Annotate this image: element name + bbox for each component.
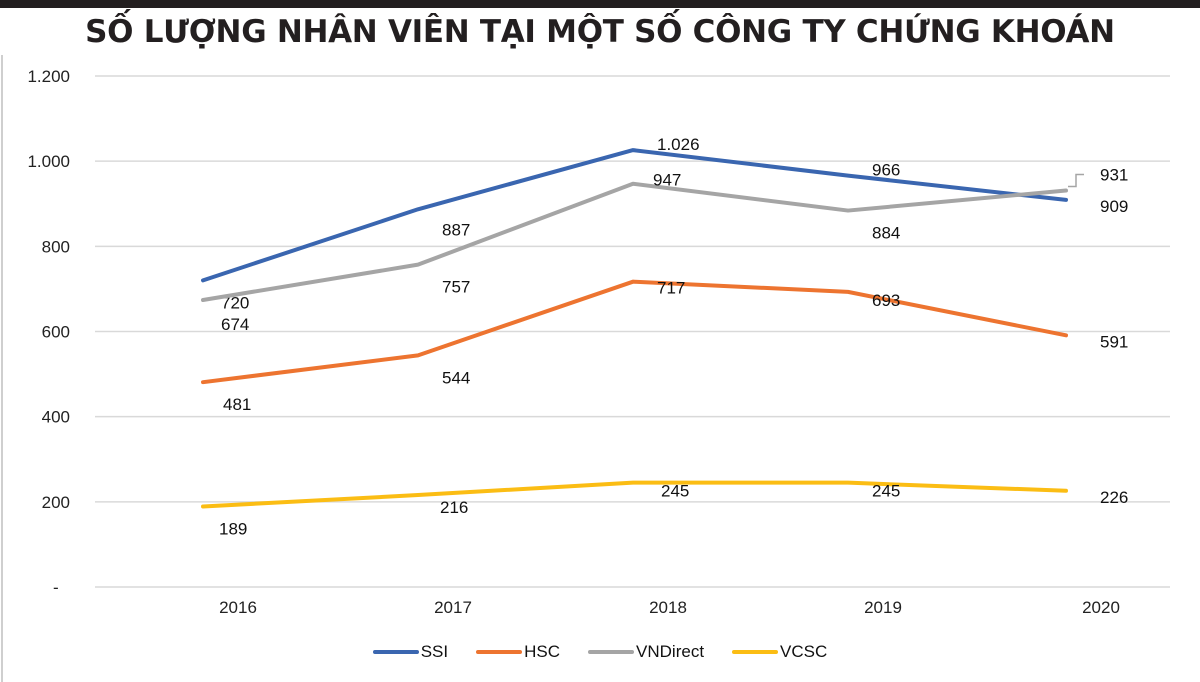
data-label: 887	[442, 220, 470, 239]
data-label: 245	[661, 482, 689, 501]
legend-label: VNDirect	[636, 642, 705, 661]
series-line-vndirect	[201, 181, 1068, 302]
data-label: 1.026	[657, 135, 700, 154]
data-label: 931	[1100, 166, 1128, 185]
data-label: 674	[221, 315, 249, 334]
chart-title: SỐ LƯỢNG NHÂN VIÊN TẠI MỘT SỐ CÔNG TY CH…	[85, 14, 1115, 50]
data-label: 226	[1100, 488, 1128, 507]
data-label: 544	[442, 368, 470, 387]
data-label: 720	[221, 293, 249, 312]
legend-swatch	[732, 650, 779, 654]
data-label: 189	[219, 520, 247, 539]
legend-item-vndirect: VNDirect	[588, 642, 704, 662]
y-tick-label: 400	[42, 408, 70, 427]
legend-label: HSC	[524, 642, 561, 661]
y-tick-label: -	[53, 578, 59, 597]
y-tick-label: 1.200	[27, 67, 70, 86]
legend-swatch	[372, 650, 419, 654]
legend-item-hsc: HSC	[476, 642, 560, 662]
data-label: 884	[872, 224, 900, 243]
legend-swatch	[476, 650, 523, 654]
left-border	[1, 55, 3, 682]
x-tick-label: 2017	[434, 598, 472, 617]
legend: SSI HSC VNDirect VCSC	[0, 642, 1200, 662]
series-line-ssi	[201, 148, 1068, 283]
y-tick-label: 800	[42, 237, 70, 256]
legend-item-ssi: SSI	[372, 642, 449, 662]
data-label: 216	[440, 498, 468, 517]
legend-item-vcsc: VCSC	[732, 642, 827, 662]
top-bar	[0, 0, 1200, 8]
data-label: 947	[653, 171, 681, 190]
data-label: 966	[872, 161, 900, 180]
y-tick-label: 1.000	[27, 152, 70, 171]
legend-swatch	[588, 650, 635, 654]
data-label: 245	[872, 482, 900, 501]
data-label: 909	[1100, 197, 1128, 216]
data-label: 481	[223, 395, 251, 414]
y-tick-label: 600	[42, 323, 70, 342]
label-leader-line	[1068, 173, 1084, 188]
x-tick-label: 2016	[219, 598, 257, 617]
legend-label: SSI	[420, 642, 449, 661]
data-label: 591	[1100, 332, 1128, 351]
data-label: 757	[442, 278, 470, 297]
y-tick-label: 200	[42, 493, 70, 512]
series-line-hsc	[201, 279, 1068, 385]
x-tick-label: 2019	[864, 598, 902, 617]
data-label: 717	[657, 279, 685, 298]
x-tick-label: 2018	[649, 598, 687, 617]
x-tick-label: 2020	[1082, 598, 1120, 617]
legend-label: VCSC	[780, 642, 828, 661]
series-line-vcsc	[201, 480, 1068, 509]
data-label: 693	[872, 291, 900, 310]
